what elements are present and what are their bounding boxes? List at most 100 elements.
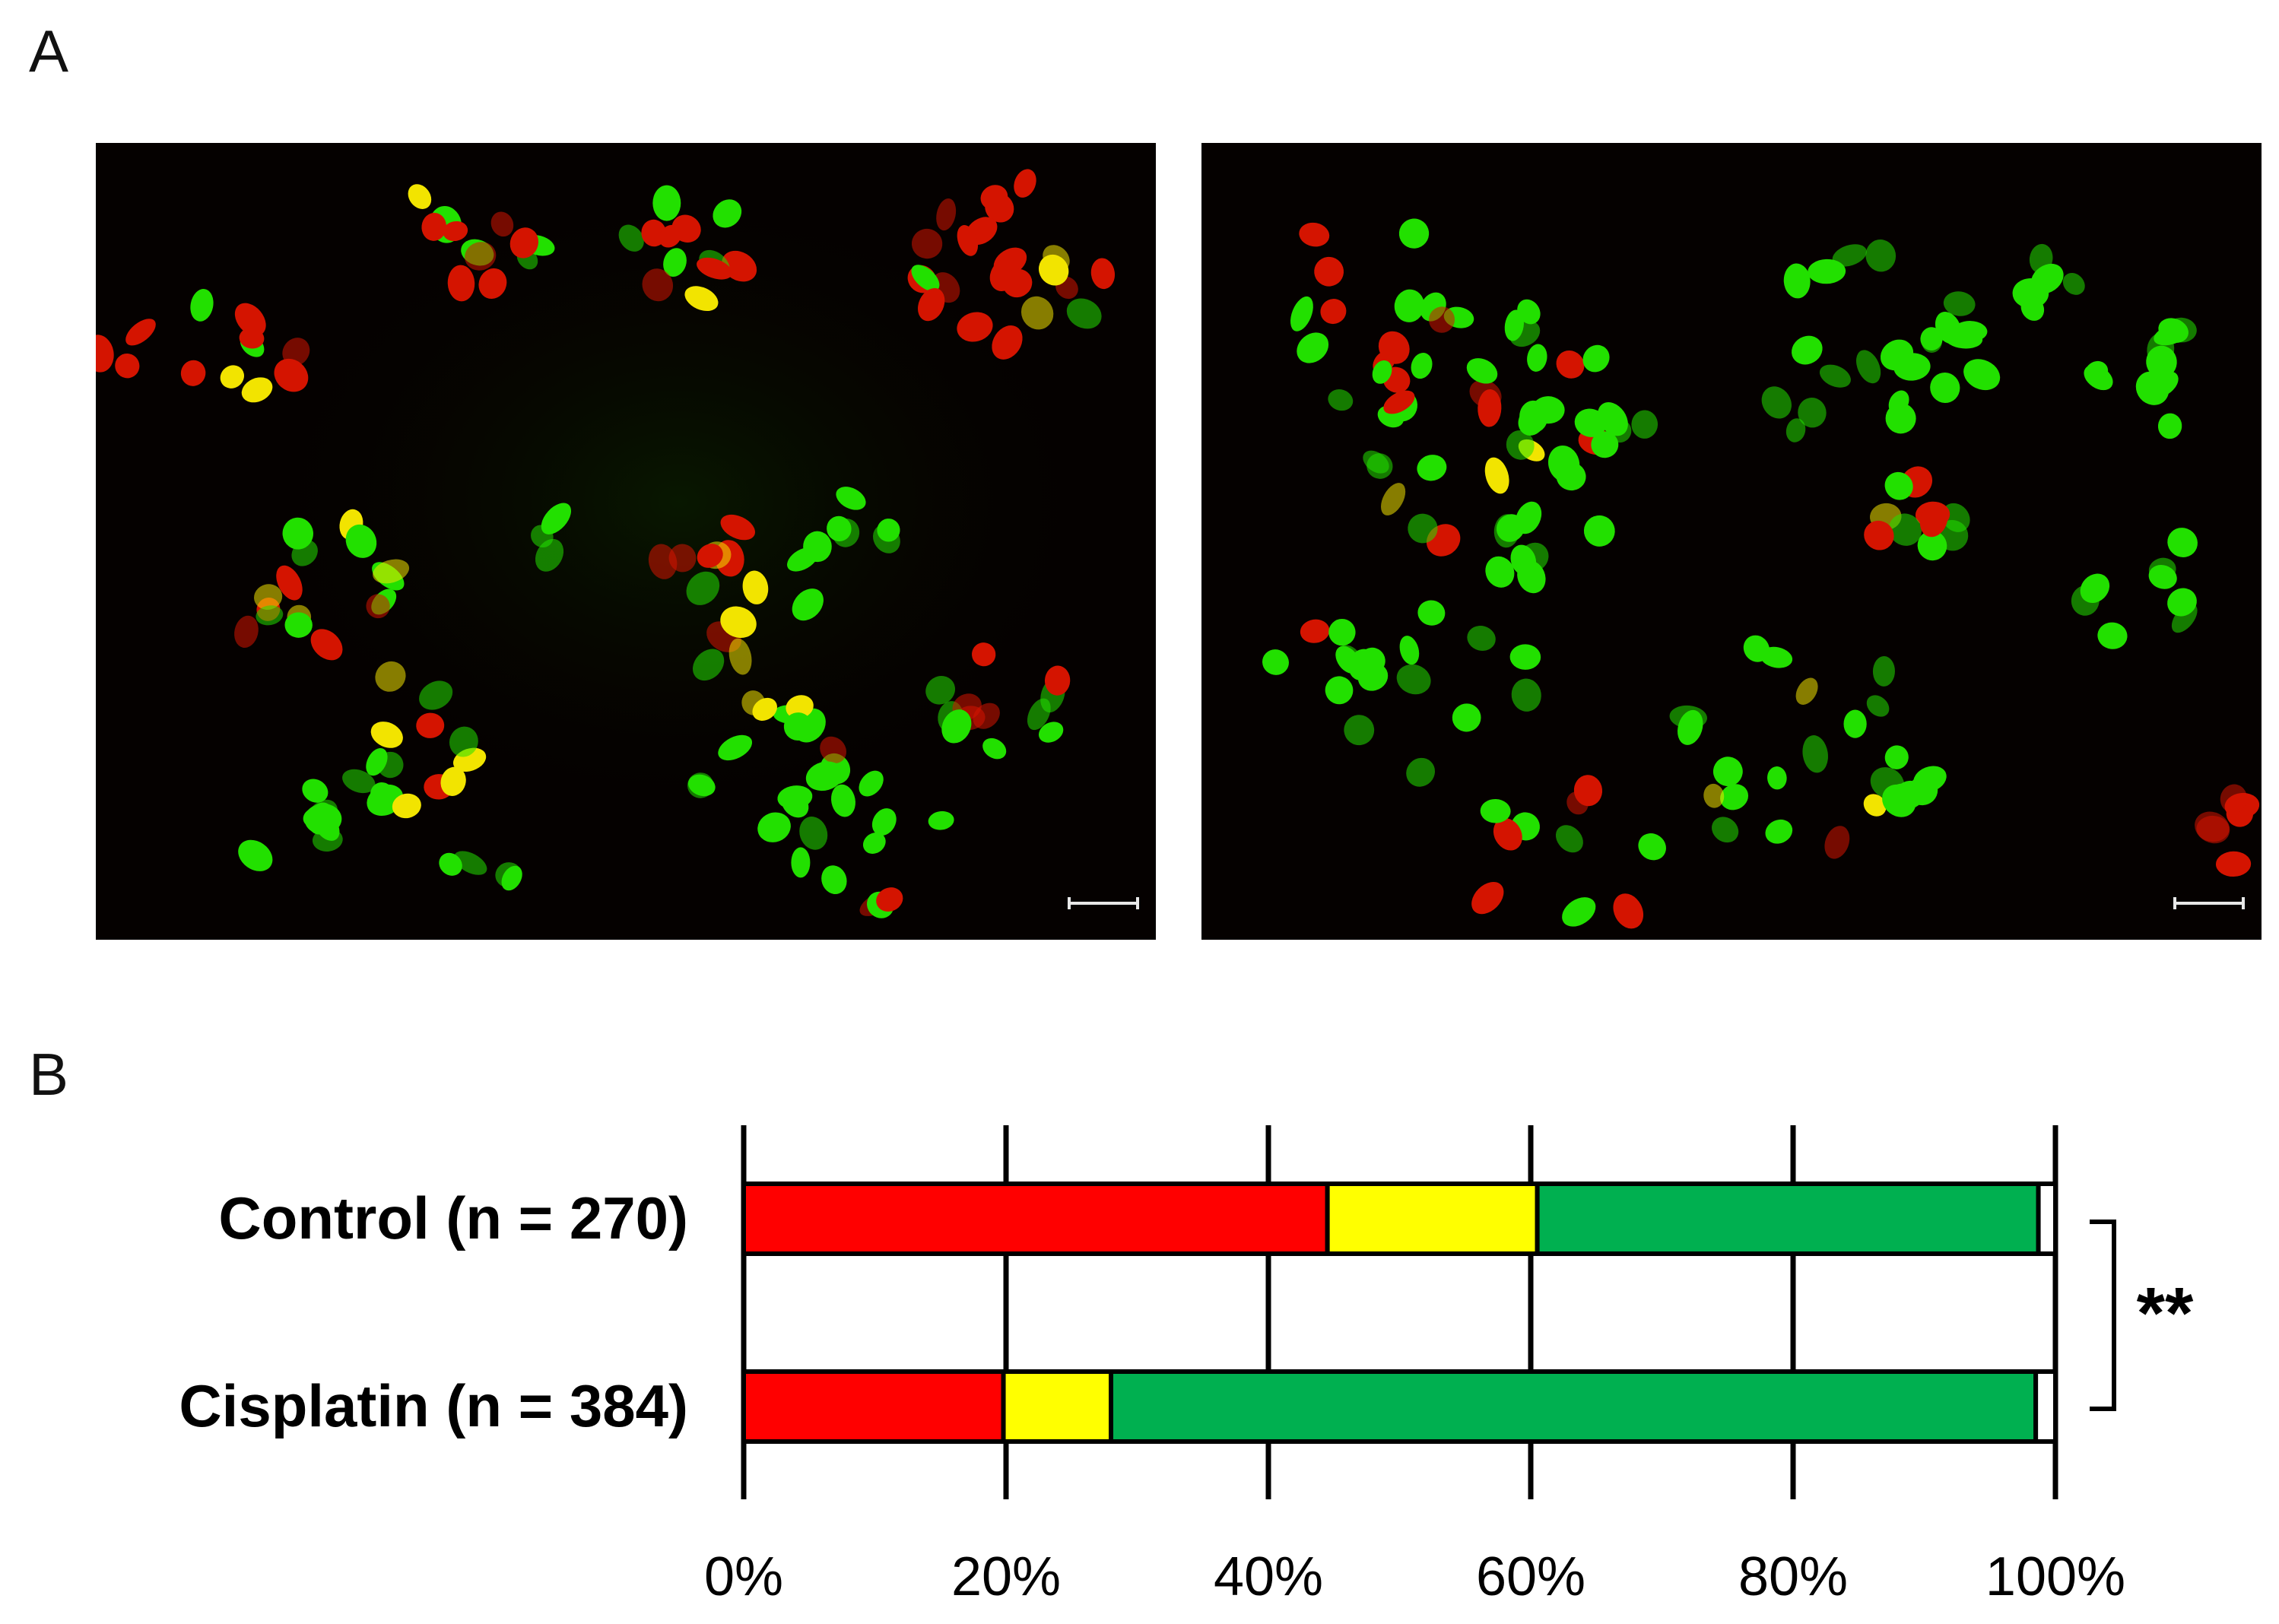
cell-nucleus: [1478, 389, 1502, 427]
cell-nucleus: [911, 228, 943, 259]
cell-nucleus: [2196, 815, 2230, 842]
x-tick-label: 100%: [1985, 1546, 2125, 1607]
cell-nucleus: [918, 287, 945, 322]
cell-nucleus: [1917, 530, 1947, 561]
cell-nucleus: [241, 377, 273, 403]
cell-nucleus: [1669, 705, 1707, 729]
cell-nucleus: [2150, 371, 2179, 397]
x-tick-label: 0%: [704, 1546, 783, 1607]
cell-nucleus: [2220, 784, 2248, 814]
cell-nucleus: [1452, 703, 1481, 732]
cell-nucleus: [693, 649, 725, 681]
cell-nucleus: [1767, 766, 1787, 790]
cell-nucleus: [1493, 818, 1522, 851]
bar-segment: [1325, 1182, 1540, 1256]
cell-nucleus: [1290, 296, 1313, 331]
panel-b-label: B: [29, 1041, 69, 1108]
cell-nucleus: [2148, 565, 2177, 589]
cell-nucleus: [408, 184, 432, 209]
cell-nucleus: [713, 199, 742, 228]
cell-nucleus: [234, 303, 266, 336]
cell-nucleus: [791, 847, 811, 878]
cell-nucleus: [957, 225, 979, 256]
cell-nucleus: [1299, 222, 1330, 247]
cell-nucleus: [1824, 826, 1850, 859]
category-label: Control (n = 270): [218, 1185, 688, 1251]
cell-nucleus: [1888, 513, 1922, 546]
cell-nucleus: [1582, 344, 1610, 373]
cell-nucleus: [370, 782, 394, 806]
cell-nucleus: [1864, 520, 1894, 550]
cell-nucleus: [642, 268, 674, 302]
stacked-bar-chart: 0% 20% 40% 60% 80% 100% Control (n = 270) Cispl…: [179, 1125, 2194, 1607]
cell-nucleus: [238, 839, 273, 871]
cell-nucleus: [1865, 239, 1897, 272]
cell-nucleus: [1002, 268, 1033, 298]
cell-nucleus: [2166, 317, 2197, 343]
cell-nucleus: [859, 770, 884, 797]
cell-nucleus: [1761, 386, 1792, 419]
cell-nucleus: [253, 584, 283, 610]
chart-bars: [741, 1182, 2058, 1444]
cell-nucleus: [2062, 272, 2085, 295]
cell-nucleus: [1383, 390, 1415, 414]
cell-nucleus: [2085, 360, 2109, 383]
cell-nucleus: [832, 519, 860, 547]
cell-nucleus: [936, 198, 957, 231]
cell-nucleus: [447, 265, 475, 302]
cell-nucleus: [1363, 450, 1389, 474]
cell-nucleus: [276, 565, 303, 601]
cell-nucleus: [1547, 445, 1580, 482]
cell-nucleus: [1466, 358, 1498, 384]
cell-nucleus: [1760, 646, 1793, 668]
cell-nucleus: [1020, 296, 1054, 330]
cell-nucleus: [274, 358, 309, 392]
cell-nucleus: [1884, 471, 1913, 500]
cell-nucleus: [777, 785, 813, 810]
cell-nucleus: [728, 638, 752, 675]
cell-nucleus: [1930, 373, 1960, 404]
category-label: Cisplatin (n = 384): [179, 1372, 688, 1439]
cell-nucleus: [1866, 695, 1890, 717]
cell-nucleus: [1953, 321, 1988, 342]
cell-nucleus: [2167, 528, 2198, 557]
cell-nucleus: [973, 703, 1000, 729]
bar-segment: [741, 1369, 1006, 1444]
cell-nucleus: [1893, 353, 1931, 381]
cell-nucleus: [1808, 259, 1846, 284]
cell-nucleus: [982, 737, 1007, 760]
cell-nucleus: [757, 812, 791, 842]
cell-nucleus: [1631, 410, 1658, 439]
cell-nucleus: [1297, 332, 1329, 363]
cell-nucleus: [256, 605, 284, 626]
cell-nucleus: [971, 642, 996, 667]
cell-nucleus: [125, 319, 156, 346]
significance-bracket: [2090, 1220, 2116, 1411]
cell-nucleus: [1014, 169, 1036, 198]
cell-nucleus: [180, 360, 206, 386]
cell-nucleus: [304, 803, 342, 835]
cell-nucleus: [1328, 389, 1354, 411]
bar-segment: [1535, 1182, 2041, 1256]
cell-nucleus: [392, 793, 421, 819]
x-tick-label: 20%: [951, 1546, 1061, 1607]
cell-nucleus: [1406, 757, 1436, 787]
significance-marker: **: [2137, 1273, 2194, 1354]
scale-bar: [1068, 897, 1139, 909]
cell-nucleus: [541, 503, 572, 534]
cell-nucleus: [1798, 397, 1827, 428]
cell-nucleus: [1262, 649, 1289, 675]
cell-nucleus: [1527, 344, 1547, 372]
cell-nucleus: [1380, 483, 1406, 515]
cell-nucleus: [284, 612, 313, 638]
cell-nucleus: [1783, 263, 1811, 299]
cell-nucleus: [1344, 715, 1375, 746]
cell-nucleus: [1411, 353, 1433, 379]
cell-nucleus: [2167, 588, 2197, 617]
cell-nucleus: [862, 832, 886, 854]
cell-nucleus: [1795, 677, 1818, 705]
control-micrograph: [96, 143, 1156, 940]
cell-nucleus: [1574, 408, 1607, 437]
cell-nucleus: [799, 817, 828, 850]
cell-nucleus: [1863, 794, 1887, 817]
